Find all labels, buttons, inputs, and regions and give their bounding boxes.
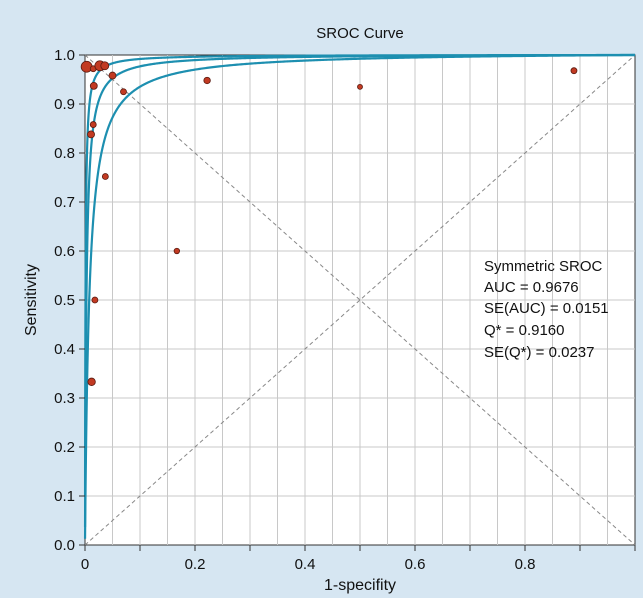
study-point [120,88,127,96]
y-tick-label: 0.2 [54,439,75,456]
chart-title: SROC Curve [316,25,404,42]
study-point [89,121,97,128]
y-tick-label: 0.6 [54,243,75,260]
x-tick-label: 0 [81,556,89,573]
sroc-curve [83,53,636,539]
y-tick-label: 0.7 [54,194,75,211]
sroc-curves [83,53,636,539]
x-tick-label: 0.8 [515,556,536,573]
study-point [570,67,578,75]
annotation-line: SE(Q*) = 0.0237 [484,344,594,361]
x-tick-label: 0.4 [295,556,316,573]
annotation-line: SE(AUC) = 0.0151 [484,300,609,317]
study-point [173,247,181,255]
study-point [87,377,96,386]
y-tick-label: 0.3 [54,390,75,407]
y-tick-label: 0.9 [54,96,75,113]
y-tick-label: 0.5 [54,292,75,309]
study-point [87,130,95,139]
annotation-line: Symmetric SROC [484,258,603,275]
y-tick-label: 0.8 [54,145,75,162]
study-point [203,76,211,85]
study-points [80,60,578,386]
y-tick-label: 0.0 [54,537,75,554]
study-point [91,296,99,304]
sroc-curve [83,53,635,497]
study-point [100,61,110,71]
y-axis-title: Sensitivity [23,264,40,336]
study-point [101,173,109,180]
y-tick-label: 0.1 [54,488,75,505]
x-tick-label: 0.2 [185,556,206,573]
y-tick-label: 1.0 [54,47,75,64]
diagonal-line [84,54,636,546]
stats-annotation: Symmetric SROC AUC = 0.9676 SE(AUC) = 0.… [484,258,609,361]
study-point [357,83,363,90]
x-tick-label: 0.6 [405,556,426,573]
annotation-line: AUC = 0.9676 [484,279,579,296]
x-axis: 0 0.2 0.4 0.6 0.8 [81,545,636,573]
x-axis-title: 1-specifity [324,577,396,594]
anti-diagonal-line [84,54,636,546]
study-point [108,71,117,80]
grid [85,55,635,545]
y-axis: 0.0 0.1 0.2 0.3 0.4 0.5 0.6 0.7 0.8 0.9 1.0 [54,47,85,554]
study-point [89,81,98,90]
y-tick-label: 0.4 [54,341,75,358]
annotation-line: Q* = 0.9160 [484,322,564,339]
reference-lines [84,54,636,546]
